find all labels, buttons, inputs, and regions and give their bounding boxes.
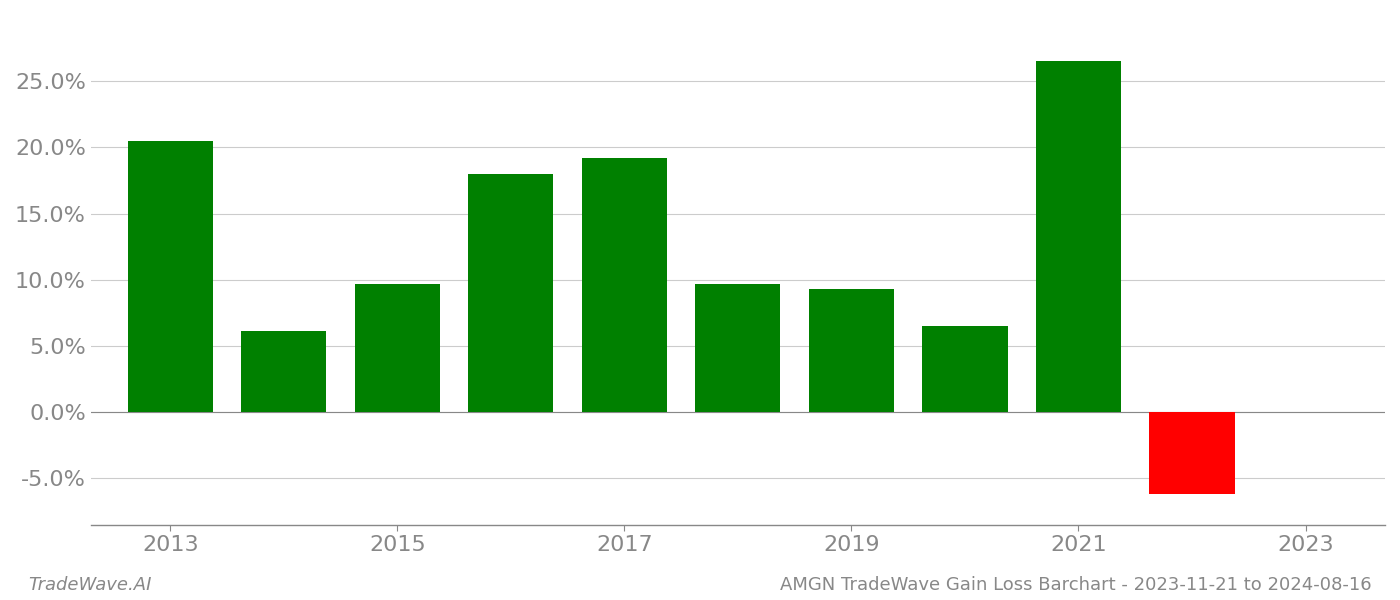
Bar [923, 326, 1008, 412]
Text: TradeWave.AI: TradeWave.AI [28, 576, 151, 594]
Bar [354, 284, 440, 412]
Bar [241, 331, 326, 412]
Bar [468, 174, 553, 412]
Bar [127, 141, 213, 412]
Bar [582, 158, 666, 412]
Bar [1036, 61, 1121, 412]
Bar [809, 289, 895, 412]
Text: AMGN TradeWave Gain Loss Barchart - 2023-11-21 to 2024-08-16: AMGN TradeWave Gain Loss Barchart - 2023… [780, 576, 1372, 594]
Bar [1149, 412, 1235, 494]
Bar [696, 284, 780, 412]
